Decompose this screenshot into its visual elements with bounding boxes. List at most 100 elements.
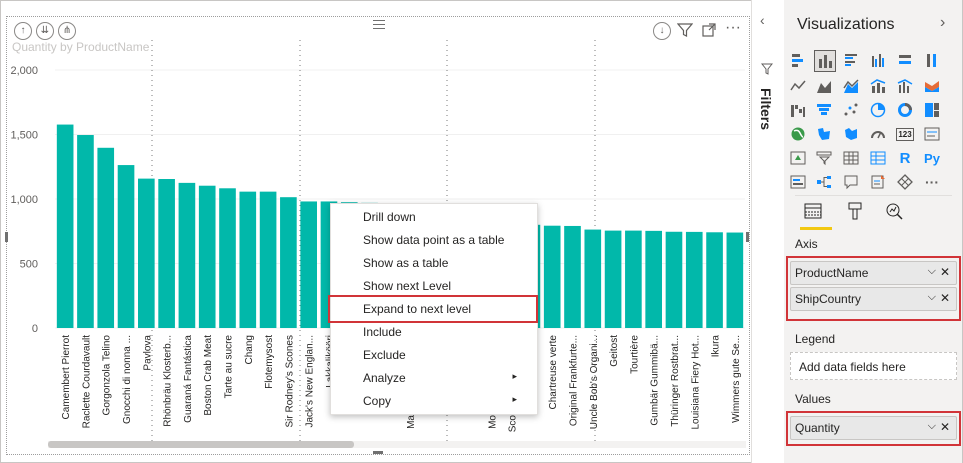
chevron-left-icon[interactable]: ‹: [760, 12, 765, 28]
key-influencers-icon[interactable]: [788, 172, 808, 192]
bar[interactable]: [665, 231, 683, 328]
treemap-icon[interactable]: [922, 100, 942, 120]
menu-item-show-data-point-as-table[interactable]: Show data point as a table: [331, 229, 537, 251]
drag-grip-line[interactable]: [373, 20, 385, 21]
table-icon[interactable]: [841, 148, 861, 168]
remove-field-icon[interactable]: ✕: [939, 291, 950, 305]
bar[interactable]: [97, 147, 115, 328]
stacked-area-chart-icon[interactable]: [841, 76, 861, 96]
filled-map-icon[interactable]: [814, 124, 834, 144]
filters-label[interactable]: Filters: [758, 88, 774, 131]
bar[interactable]: [645, 230, 662, 328]
expand-all-icon[interactable]: ⋔: [58, 22, 76, 40]
clustered-bar-chart-icon[interactable]: [841, 50, 861, 70]
bar[interactable]: [77, 135, 94, 328]
bar[interactable]: [198, 185, 216, 328]
ribbon-chart-icon[interactable]: [922, 76, 942, 96]
map-icon[interactable]: [788, 124, 808, 144]
line-and-clustered-column-chart-icon[interactable]: [895, 76, 915, 96]
100-stacked-column-chart-icon[interactable]: [922, 50, 942, 70]
menu-item-include[interactable]: Include: [331, 321, 537, 343]
waterfall-chart-icon[interactable]: [788, 100, 808, 120]
menu-item-show-next-level[interactable]: Show next Level: [331, 275, 537, 297]
axis-field-shipcountry[interactable]: ShipCountry ⌵ ✕: [790, 287, 957, 311]
legend-drop-zone[interactable]: Add data fields here: [790, 352, 957, 380]
remove-field-icon[interactable]: ✕: [939, 265, 950, 279]
bar[interactable]: [56, 124, 74, 328]
donut-chart-icon[interactable]: [895, 100, 915, 120]
bar[interactable]: [726, 232, 744, 328]
format-paintbrush-icon[interactable]: [845, 201, 865, 226]
fields-icon[interactable]: [803, 201, 823, 226]
more-options-icon[interactable]: ···: [725, 19, 741, 36]
drill-up-icon[interactable]: ↑: [14, 22, 32, 40]
gauge-icon[interactable]: [868, 124, 888, 144]
bar[interactable]: [685, 231, 703, 328]
python-visual-icon[interactable]: Py: [924, 150, 940, 166]
pie-chart-icon[interactable]: [868, 100, 888, 120]
menu-item-copy[interactable]: Copy ▸: [331, 390, 537, 412]
menu-item-show-as-table[interactable]: Show as a table: [331, 252, 537, 274]
stacked-bar-chart-icon[interactable]: [788, 50, 808, 70]
area-chart-icon[interactable]: [814, 76, 834, 96]
qa-visual-icon[interactable]: [841, 172, 861, 192]
slicer-icon[interactable]: [814, 148, 834, 168]
bar[interactable]: [604, 230, 622, 328]
bar[interactable]: [543, 225, 561, 328]
axis-field-productname[interactable]: ProductName ⌵ ✕: [790, 261, 957, 285]
bar[interactable]: [564, 225, 581, 328]
bar[interactable]: [259, 191, 277, 328]
chevron-down-icon[interactable]: ⌵: [927, 291, 936, 303]
bar[interactable]: [625, 230, 642, 328]
chevron-right-icon[interactable]: ›: [940, 14, 946, 31]
resize-handle-right[interactable]: [746, 232, 749, 242]
menu-item-exclude[interactable]: Exclude: [331, 344, 537, 366]
card-icon[interactable]: 123: [895, 124, 915, 144]
line-chart-icon[interactable]: [788, 76, 808, 96]
drill-down-all-icon[interactable]: ⇊: [36, 22, 54, 40]
clustered-column-chart-icon[interactable]: [868, 50, 888, 70]
highlight-box-expand-to-next-level: [328, 295, 538, 323]
menu-item-expand-to-next-level[interactable]: Expand to next level: [331, 298, 537, 320]
decomposition-tree-icon[interactable]: [814, 172, 834, 192]
menu-item-drill-down[interactable]: Drill down: [331, 206, 537, 228]
bar[interactable]: [219, 188, 236, 328]
100-stacked-bar-chart-icon[interactable]: [895, 50, 915, 70]
kpi-icon[interactable]: [788, 148, 808, 168]
bar[interactable]: [239, 191, 257, 328]
shape-map-icon[interactable]: [841, 124, 861, 144]
more-visuals-icon[interactable]: ···: [925, 174, 939, 190]
smart-narrative-icon[interactable]: [868, 172, 888, 192]
filter-icon[interactable]: [676, 22, 694, 41]
drag-grip-line[interactable]: [373, 28, 385, 29]
arcgis-map-icon[interactable]: [895, 172, 915, 192]
multi-row-card-icon[interactable]: [922, 124, 942, 144]
bar[interactable]: [178, 182, 196, 328]
horizontal-scrollbar-track[interactable]: [48, 441, 746, 448]
bar[interactable]: [117, 165, 135, 328]
bar[interactable]: [584, 229, 602, 328]
matrix-icon[interactable]: [868, 148, 888, 168]
horizontal-scrollbar-thumb[interactable]: [48, 441, 354, 448]
bar[interactable]: [300, 201, 317, 328]
focus-mode-icon[interactable]: [701, 22, 717, 41]
values-field-quantity[interactable]: Quantity ⌵ ✕: [790, 416, 957, 440]
remove-field-icon[interactable]: ✕: [939, 420, 950, 434]
line-and-stacked-column-chart-icon[interactable]: [868, 76, 888, 96]
funnel-chart-icon[interactable]: [814, 100, 834, 120]
menu-item-analyze[interactable]: Analyze ▸: [331, 367, 537, 389]
bar[interactable]: [280, 197, 297, 328]
r-script-visual-icon[interactable]: R: [899, 149, 911, 167]
stacked-column-chart-icon[interactable]: [814, 50, 836, 72]
bar[interactable]: [706, 232, 723, 328]
resize-handle-bottom[interactable]: [373, 451, 383, 454]
bar[interactable]: [138, 178, 155, 328]
drag-grip-line[interactable]: [373, 24, 385, 25]
resize-handle-left[interactable]: [5, 232, 8, 242]
bar[interactable]: [158, 179, 175, 328]
analytics-magnifier-icon[interactable]: [884, 201, 904, 226]
chevron-down-icon[interactable]: ⌵: [927, 420, 936, 432]
scatter-chart-icon[interactable]: [841, 100, 861, 120]
chevron-down-icon[interactable]: ⌵: [927, 265, 936, 277]
drill-mode-icon[interactable]: ↓: [653, 22, 671, 40]
